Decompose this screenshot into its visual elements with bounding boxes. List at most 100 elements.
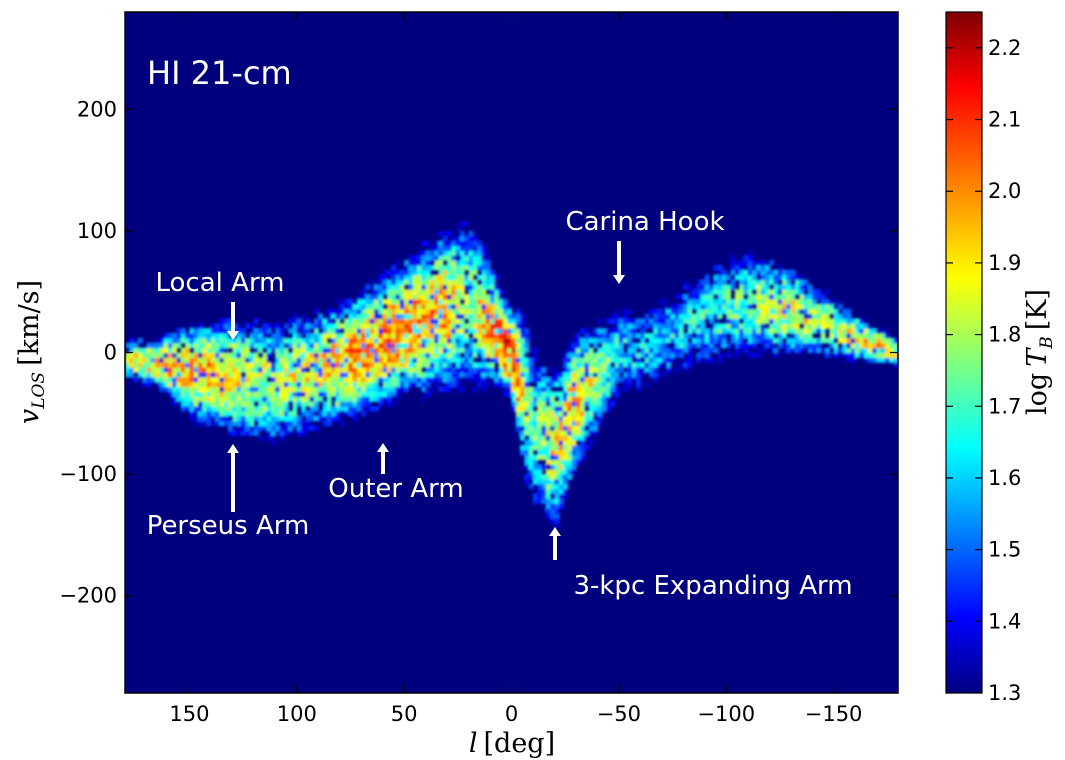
heatmap-cell [240, 347, 246, 354]
heatmap-cell [125, 342, 130, 349]
heatmap-cell [532, 435, 538, 441]
heatmap-cell [206, 376, 212, 383]
heatmap-cell [318, 386, 324, 393]
heatmap-cell [395, 362, 401, 368]
heatmap-cell [374, 391, 379, 397]
chart-title: HI 21-cm [147, 54, 292, 92]
heatmap-cell [563, 381, 568, 388]
heatmap-cell [361, 303, 367, 310]
heatmap-cell [541, 493, 547, 500]
heatmap-cell [747, 274, 753, 281]
heatmap-cell [253, 352, 259, 358]
heatmap-cell [734, 337, 740, 344]
heatmap-cell [348, 308, 354, 315]
heatmap-cell [438, 333, 444, 339]
heatmap-cell [292, 371, 298, 378]
heatmap-cell [382, 274, 388, 281]
heatmap-cell [451, 245, 457, 251]
heatmap-cell [335, 410, 341, 417]
heatmap-cell [876, 337, 882, 344]
heatmap-cell [567, 401, 573, 407]
heatmap-cell [395, 274, 401, 281]
heatmap-cell [331, 391, 337, 397]
heatmap-cell [588, 440, 594, 446]
heatmap-cell [485, 284, 491, 290]
heatmap-cell [438, 337, 444, 344]
heatmap-cell [739, 313, 744, 320]
heatmap-cell [481, 347, 487, 354]
heatmap-cell [472, 313, 478, 320]
heatmap-cell [739, 333, 744, 339]
heatmap-cell [648, 352, 654, 358]
heatmap-cell [309, 371, 315, 378]
heatmap-cell [459, 371, 465, 378]
heatmap-cell [644, 342, 650, 349]
heatmap-cell [421, 337, 427, 344]
heatmap-cell [593, 371, 598, 378]
heatmap-cell [751, 337, 757, 344]
heatmap-cell [313, 367, 319, 373]
heatmap-cell [545, 444, 551, 451]
heatmap-cell [490, 328, 495, 334]
heatmap-cell [185, 391, 191, 397]
heatmap-cell [567, 454, 573, 461]
heatmap-cell [451, 367, 457, 373]
heatmap-cell [283, 401, 289, 407]
heatmap-cell [528, 371, 534, 378]
heatmap-cell [442, 333, 448, 339]
heatmap-cell [730, 313, 736, 320]
heatmap-cell [447, 284, 452, 290]
heatmap-cell [412, 298, 418, 305]
heatmap-cell [661, 328, 667, 334]
heatmap-cell [455, 367, 461, 373]
heatmap-cell [773, 303, 779, 310]
heatmap-cell [266, 430, 272, 436]
heatmap-cell [743, 328, 749, 334]
heatmap-cell [365, 357, 371, 363]
heatmap-cell [386, 362, 392, 368]
heatmap-cell [421, 269, 427, 276]
heatmap-cell [563, 415, 568, 422]
heatmap-cell [331, 347, 337, 354]
heatmap-cell [550, 401, 556, 407]
heatmap-cell [717, 289, 723, 295]
heatmap-cell [541, 391, 547, 397]
heatmap-cell [451, 337, 457, 344]
heatmap-cell [507, 333, 513, 339]
heatmap-cell [425, 303, 431, 310]
heatmap-cell [176, 352, 182, 358]
heatmap-cell [846, 308, 852, 315]
heatmap-cell [356, 347, 362, 354]
heatmap-cell [232, 357, 238, 363]
heatmap-cell [717, 337, 723, 344]
heatmap-cell [601, 381, 607, 388]
heatmap-cell [412, 289, 418, 295]
heatmap-cell [532, 420, 538, 427]
heatmap-cell [464, 250, 470, 256]
heatmap-cell [408, 264, 414, 271]
heatmap-cell [717, 269, 723, 276]
heatmap-cell [378, 284, 384, 290]
heatmap-cell [563, 396, 568, 402]
heatmap-cell [412, 318, 418, 324]
heatmap-cell [189, 410, 195, 417]
heatmap-cell [245, 371, 251, 378]
heatmap-cell [820, 333, 826, 339]
heatmap-cell [339, 401, 345, 407]
heatmap-cell [249, 333, 255, 339]
heatmap-cell [532, 415, 538, 422]
heatmap-cell [794, 284, 800, 290]
heatmap-cell [739, 337, 744, 344]
heatmap-cell [837, 323, 843, 329]
heatmap-cell [717, 342, 723, 349]
heatmap-cell [472, 279, 478, 285]
heatmap-cell [764, 284, 770, 290]
heatmap-cell [339, 391, 345, 397]
heatmap-cell [352, 308, 358, 315]
heatmap-cell [563, 391, 568, 397]
heatmap-cell [494, 328, 500, 334]
heatmap-cell [520, 435, 525, 441]
heatmap-cell [575, 376, 581, 383]
heatmap-cell [240, 425, 246, 431]
heatmap-cell [481, 284, 487, 290]
